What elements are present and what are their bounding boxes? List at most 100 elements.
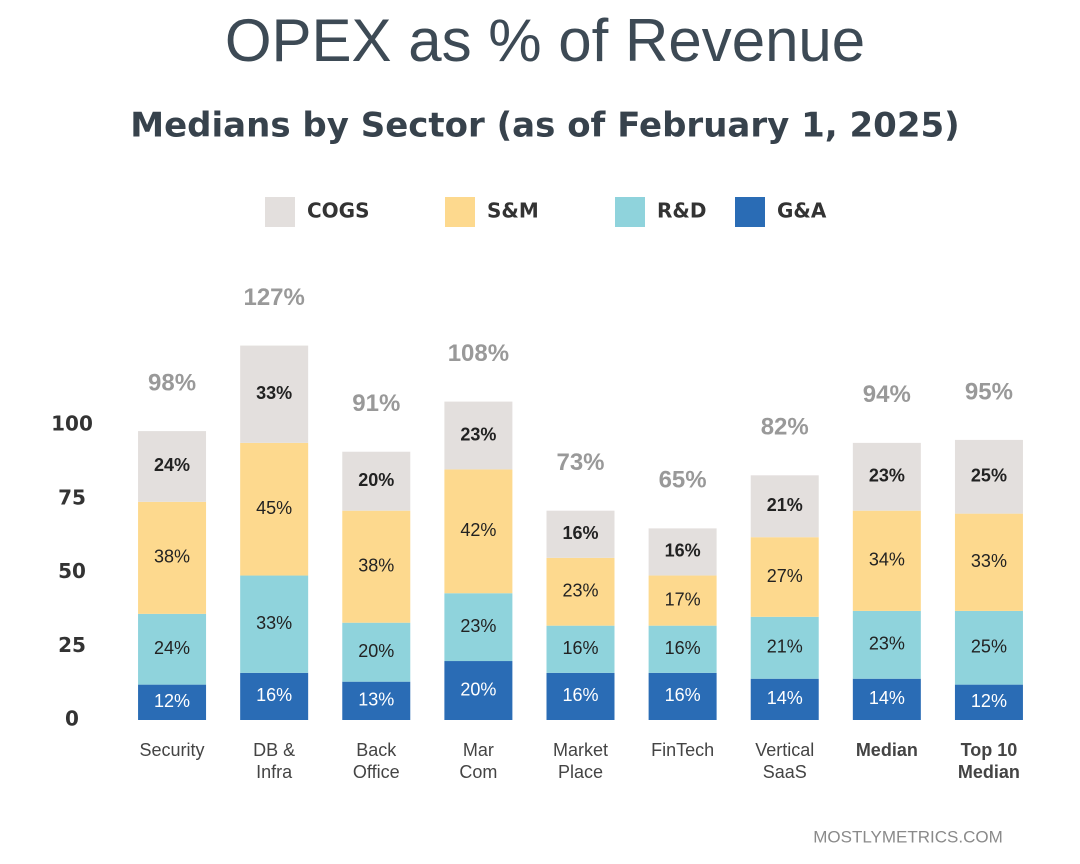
value-label: 12%: [971, 691, 1007, 711]
total-label: 95%: [965, 378, 1013, 405]
value-label: 23%: [869, 466, 905, 486]
value-label: 23%: [460, 424, 496, 444]
y-tick-label: 100: [51, 412, 93, 436]
x-tick-label: Office: [353, 762, 400, 782]
total-label: 108%: [448, 340, 509, 367]
value-label: 45%: [256, 498, 292, 518]
legend-label: G&A: [777, 199, 827, 223]
value-label: 16%: [665, 685, 701, 705]
value-label: 16%: [256, 685, 292, 705]
total-label: 73%: [556, 449, 604, 476]
bar-segment: [852, 442, 921, 511]
value-label: 16%: [562, 685, 598, 705]
value-label: 23%: [562, 581, 598, 601]
value-label: 23%: [869, 634, 905, 654]
bar-segment: [342, 622, 411, 682]
y-tick-label: 75: [58, 485, 86, 509]
value-label: 33%: [971, 551, 1007, 571]
bar-segment: [648, 575, 717, 626]
bar-segment: [546, 510, 615, 558]
legend-swatch: [615, 197, 645, 227]
value-label: 16%: [562, 523, 598, 543]
bar-segment: [342, 681, 411, 720]
bar-segment: [444, 661, 513, 720]
value-label: 38%: [358, 555, 394, 575]
value-label: 20%: [358, 641, 394, 661]
bar-segment: [138, 431, 207, 502]
bar-segment: [954, 439, 1023, 514]
bar-segment: [546, 557, 615, 626]
value-label: 20%: [358, 470, 394, 490]
x-tick-label: Back: [356, 740, 397, 760]
bar-segment: [546, 672, 615, 720]
x-tick-label: Place: [558, 762, 603, 782]
bar-segment: [648, 625, 717, 673]
bar-segment: [240, 672, 309, 720]
legend-swatch: [265, 197, 295, 227]
bar-segment: [750, 616, 819, 679]
bar-segment: [240, 442, 309, 576]
value-label: 16%: [665, 638, 701, 658]
value-label: 33%: [256, 613, 292, 633]
legend-label: COGS: [307, 199, 370, 223]
value-label: 38%: [154, 547, 190, 567]
bar-segment: [342, 510, 411, 623]
x-tick-label: Security: [140, 740, 205, 760]
value-label: 20%: [460, 679, 496, 699]
total-label: 91%: [352, 390, 400, 417]
value-label: 33%: [256, 383, 292, 403]
legend-label: S&M: [487, 199, 539, 223]
x-tick-label: Top 10: [961, 740, 1018, 760]
value-label: 21%: [767, 495, 803, 515]
bar-segment: [852, 678, 921, 720]
x-tick-label: Median: [958, 762, 1020, 782]
bar-segment: [342, 451, 411, 511]
value-label: 23%: [460, 616, 496, 636]
legend-swatch: [445, 197, 475, 227]
bar-segment: [852, 510, 921, 611]
bar-segment: [546, 625, 615, 673]
source: MOSTLYMETRICS.COM: [813, 827, 1003, 846]
bar-segment: [240, 575, 309, 673]
value-label: 25%: [971, 637, 1007, 657]
bar-segment: [138, 613, 207, 685]
value-label: 16%: [562, 638, 598, 658]
total-label: 82%: [761, 414, 809, 441]
x-tick-label: Com: [459, 762, 497, 782]
x-tick-label: Median: [856, 740, 918, 760]
bar-segment: [444, 469, 513, 594]
value-label: 25%: [971, 466, 1007, 486]
bar-segment: [750, 475, 819, 538]
bar-segment: [954, 684, 1023, 720]
value-label: 16%: [665, 541, 701, 561]
bar-segment: [648, 672, 717, 720]
x-tick-label: Infra: [256, 762, 293, 782]
chart-title: OPEX as % of Revenue: [225, 7, 865, 74]
total-label: 65%: [659, 467, 707, 494]
x-tick-label: Vertical: [755, 740, 814, 760]
x-tick-label: DB &: [253, 740, 295, 760]
value-label: 34%: [869, 550, 905, 570]
y-tick-label: 50: [58, 559, 86, 583]
total-label: 127%: [243, 284, 304, 311]
x-tick-label: Mar: [463, 740, 494, 760]
legend-swatch: [735, 197, 765, 227]
bar-segment: [138, 501, 207, 614]
value-label: 21%: [767, 637, 803, 657]
value-label: 12%: [154, 691, 190, 711]
bar-segment: [648, 528, 717, 576]
bar-segment: [750, 537, 819, 617]
bar-segment: [138, 684, 207, 720]
value-label: 27%: [767, 566, 803, 586]
y-tick-label: 0: [65, 707, 79, 731]
y-tick-label: 25: [58, 633, 86, 657]
bar-segment: [954, 513, 1023, 611]
x-tick-label: SaaS: [763, 762, 807, 782]
value-label: 13%: [358, 690, 394, 710]
bar-segment: [444, 401, 513, 470]
legend-label: R&D: [657, 199, 706, 223]
value-label: 24%: [154, 638, 190, 658]
total-label: 98%: [148, 369, 196, 396]
chart-subtitle: Medians by Sector (as of February 1, 202…: [130, 106, 959, 146]
bar-segment: [444, 593, 513, 662]
